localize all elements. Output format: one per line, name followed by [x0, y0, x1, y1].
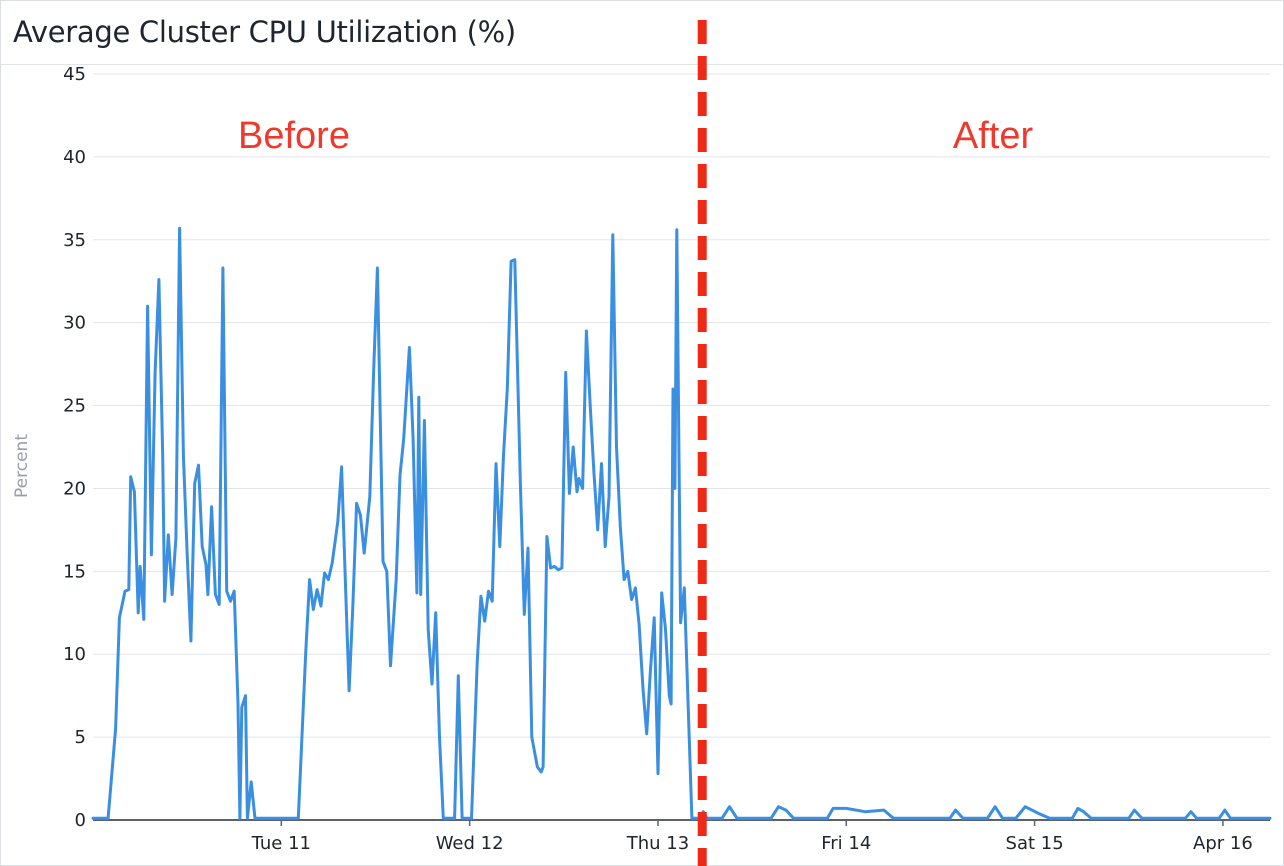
- grid-lines: [93, 73, 1270, 821]
- y-tick-label: 20: [63, 478, 86, 499]
- chart-title: Average Cluster CPU Utilization (%): [13, 15, 516, 49]
- cpu-utilization-line: [91, 226, 1272, 820]
- y-axis-ticks: 0 5 10 15 20 25 30 35 40 45: [63, 64, 86, 831]
- x-tick-label: Apr 16: [1193, 833, 1253, 854]
- annotations-group: Before After: [238, 115, 1033, 157]
- y-tick-label: 40: [63, 147, 86, 168]
- x-tick-label: Tue 11: [251, 833, 311, 854]
- y-axis-label: Percent: [12, 434, 32, 498]
- x-tick-label: Fri 14: [821, 833, 871, 854]
- y-tick-label: 45: [63, 64, 86, 85]
- title-bar: Average Cluster CPU Utilization (%): [1, 1, 1283, 65]
- x-tick-label: Wed 12: [436, 833, 504, 854]
- y-tick-label: 35: [63, 230, 86, 251]
- annotation-after: After: [953, 115, 1034, 157]
- y-tick-label: 5: [75, 727, 86, 748]
- x-tick-label: Thu 13: [626, 833, 689, 854]
- y-tick-label: 10: [63, 644, 86, 665]
- annotation-before: Before: [238, 115, 350, 157]
- x-tick-label: Sat 15: [1006, 833, 1064, 854]
- series-group: [91, 226, 1272, 820]
- y-tick-label: 30: [63, 313, 86, 334]
- y-tick-label: 0: [75, 810, 86, 831]
- y-tick-label: 15: [63, 561, 86, 582]
- y-tick-label: 25: [63, 396, 86, 417]
- x-axis-ticks: Tue 11 Wed 12 Thu 13 Fri 14 Sat 15 Apr 16: [251, 820, 1253, 854]
